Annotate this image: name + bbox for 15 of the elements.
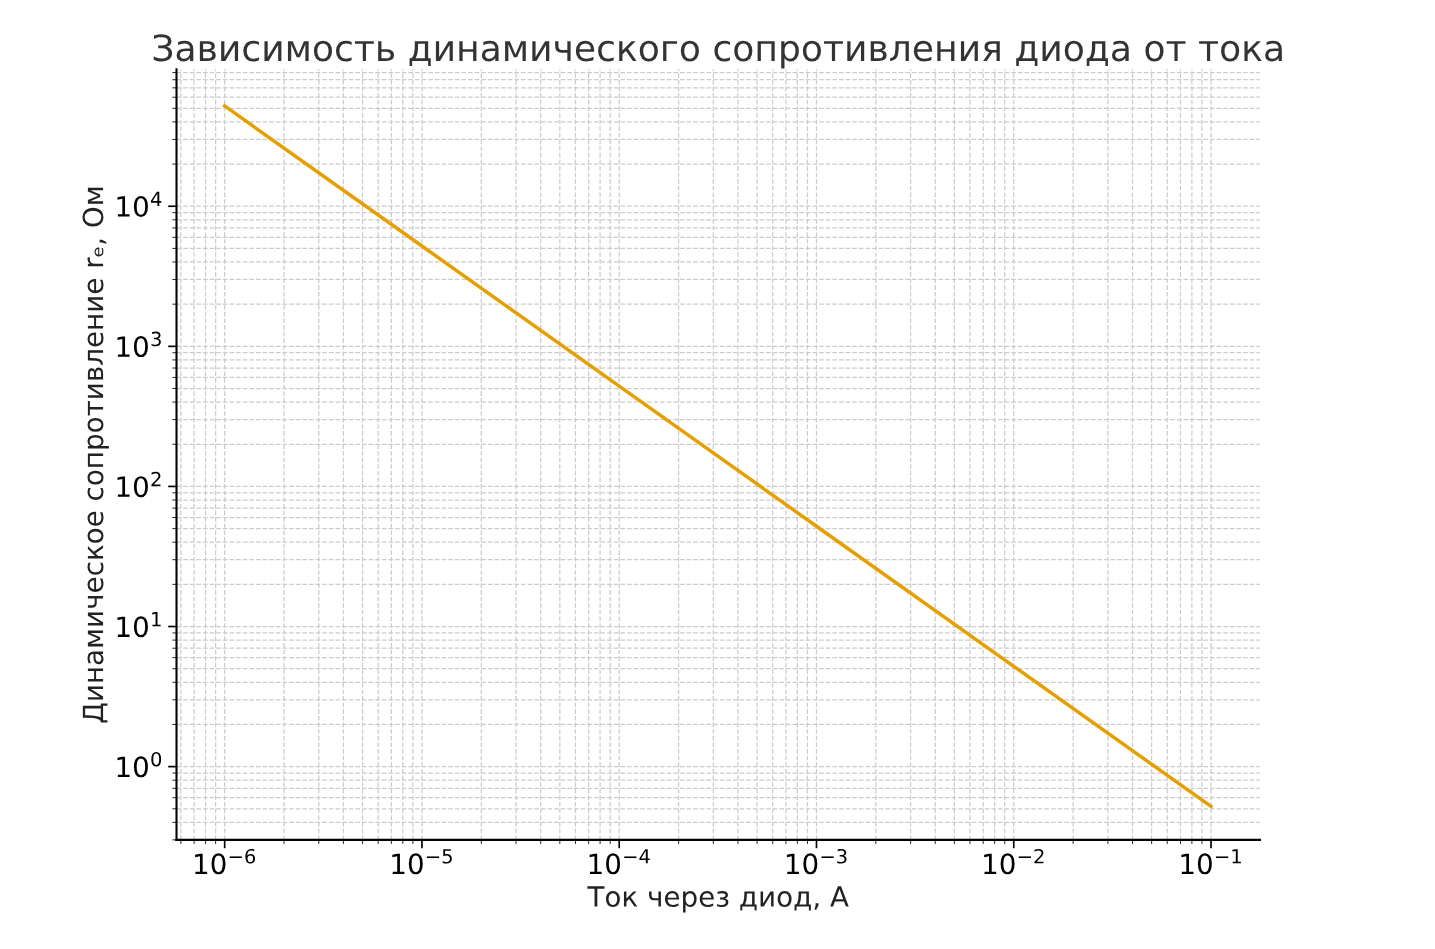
y-tick-label: 10$^{1}$ [117,612,161,638]
y-axis-title: Динамическое сопротивление rₑ, Ом [82,187,109,723]
x-tick-label: 10$^{−1}$ [1181,849,1241,875]
y-tick-label: 10$^{3}$ [117,331,161,358]
x-tick-label: 10$^{−3}$ [786,848,847,875]
line-series [222,104,1213,809]
x-tick-label: 10$^{−6}$ [195,848,256,875]
x-tick-label: 10$^{−4}$ [589,849,650,875]
y-tick-label: 10$^{2}$ [117,471,161,498]
y-tick-label: 10$^{0}$ [117,751,162,778]
x-axis-title: Ток через диод, А [587,886,849,913]
x-tick-label: 10$^{−2}$ [984,848,1044,875]
chart-title: Зависимость динамического сопротивления диода от тока [153,34,1282,69]
y-tick-label: 10$^{4}$ [117,191,162,218]
x-tick-label: 10$^{−5}$ [392,849,452,875]
